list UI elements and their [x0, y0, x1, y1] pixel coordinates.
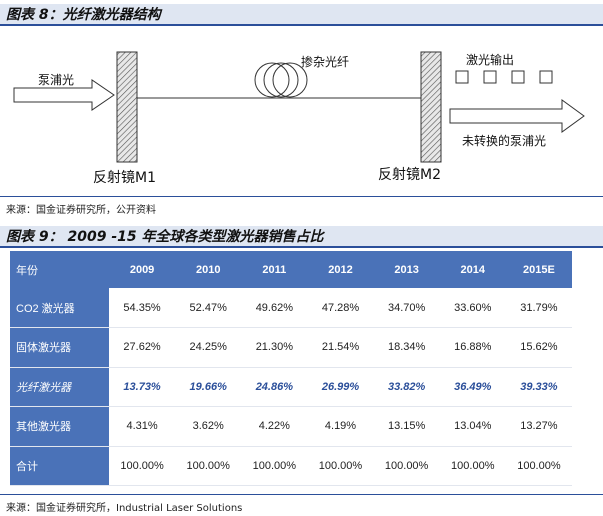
mirror-m2-label: 反射镜M2 — [378, 167, 441, 183]
header-year: 2013 — [394, 263, 419, 276]
header-year: 2010 — [195, 263, 221, 276]
table-cell: 36.49% — [439, 367, 506, 407]
row-label: 合计 — [10, 446, 109, 486]
mirror-m1-label: 反射镜M1 — [93, 170, 156, 186]
pump-arrow — [13, 79, 115, 111]
table-cell: 4.31% — [109, 406, 176, 447]
pump-label: 泵浦光 — [38, 73, 75, 87]
table-cell: 100.00% — [439, 446, 506, 486]
table-row: 合计 100.00% 100.00% 100.00% 100.00% 100.00% 100… — [10, 446, 572, 486]
row-label: 固体激光器 — [10, 327, 109, 368]
table-row: CO2 激光器 54.35% 52.47% 49.62% 47.28% 34.70% 33.… — [10, 288, 572, 328]
header-year: 2011 — [262, 263, 287, 276]
table-cell: 33.82% — [373, 367, 440, 407]
header-year: 2014 — [460, 263, 486, 276]
table-cell: 16.88% — [439, 327, 506, 368]
table-cell: 100.00% — [109, 446, 176, 486]
row-label: 其他激光器 — [10, 406, 109, 447]
laser-output-squares — [455, 70, 553, 84]
divider — [0, 196, 603, 197]
header-year: 2009 — [129, 263, 155, 276]
table-cell: 13.04% — [439, 406, 506, 447]
doped-fiber-label: 掺杂光纤 — [301, 55, 350, 69]
table-cell: 13.15% — [373, 406, 440, 447]
table-cell: 34.70% — [373, 288, 440, 328]
table-cell: 18.34% — [373, 327, 440, 368]
figure-9-source: 来源：国金证券研究所，Industrial Laser Solutions — [6, 503, 243, 514]
diagram-svg — [13, 51, 585, 163]
row-label: 光纤激光器 — [10, 367, 109, 407]
table-cell: 27.62% — [109, 327, 176, 368]
table-cell: 4.22% — [241, 406, 308, 447]
table-header-row: 年份 2009 2010 2011 2012 2013 2014 2015E — [10, 251, 572, 288]
table-cell: 39.33% — [505, 367, 572, 407]
table-cell: 24.86% — [241, 367, 308, 407]
table-cell: 31.79% — [505, 288, 572, 328]
table-cell: 21.54% — [307, 327, 374, 368]
row-label: CO2 激光器 — [10, 288, 109, 328]
figure-9-title: 图表 9： 2009 -15 年全球各类型激光器销售占比 — [0, 226, 603, 248]
table-cell: 3.62% — [175, 406, 242, 447]
table-row: 光纤激光器 13.73% 19.66% 24.86% 26.99% 33.82% 36.49… — [10, 367, 572, 407]
table-cell: 100.00% — [175, 446, 242, 486]
mirror-m2 — [420, 51, 442, 163]
laser-output-label: 激光输出 — [466, 53, 515, 67]
table-cell: 54.35% — [109, 288, 176, 328]
unconverted-pump-label: 未转换的泵浦光 — [462, 134, 547, 148]
table-cell: 24.25% — [175, 327, 242, 368]
table-cell: 52.47% — [175, 288, 242, 328]
table-cell: 100.00% — [307, 446, 374, 486]
divider — [0, 494, 603, 495]
table-row: 其他激光器 4.31% 3.62% 4.22% 4.19% 13.15% 13.04% 13.… — [10, 406, 572, 447]
header-year: 2015E — [523, 263, 555, 276]
table-cell: 13.27% — [505, 406, 572, 447]
table-cell: 19.66% — [175, 367, 242, 407]
table-cell: 100.00% — [373, 446, 440, 486]
header-year-label: 年份 — [16, 264, 38, 277]
table-cell: 4.19% — [307, 406, 374, 447]
table-cell: 33.60% — [439, 288, 506, 328]
figure-8-source: 来源：国金证券研究所，公开资料 — [6, 205, 156, 216]
figure-8-title: 图表 8：光纤激光器结构 — [0, 4, 603, 26]
table-cell: 47.28% — [307, 288, 374, 328]
table-row: 固体激光器 27.62% 24.25% 21.30% 21.54% 18.34% 16.88… — [10, 327, 572, 368]
table-cell: 13.73% — [109, 367, 176, 407]
table-cell: 100.00% — [505, 446, 572, 486]
laser-sales-table: 年份 2009 2010 2011 2012 2013 2014 2015E C… — [10, 251, 572, 487]
fiber-coil — [254, 62, 308, 98]
header-year: 2012 — [328, 263, 353, 276]
mirror-m1 — [116, 51, 138, 163]
table-cell: 26.99% — [307, 367, 374, 407]
table-cell: 100.00% — [241, 446, 308, 486]
table-cell: 49.62% — [241, 288, 308, 328]
table-cell: 15.62% — [505, 327, 572, 368]
fiber-laser-diagram: 泵浦光 掺杂光纤 激光输出 未转换的泵浦光 反射镜M1 反射镜M2 — [0, 30, 603, 195]
data-table: 年份 2009 2010 2011 2012 2013 2014 2015E C… — [10, 251, 572, 486]
unconverted-pump-arrow — [449, 99, 585, 133]
table-cell: 21.30% — [241, 327, 308, 368]
